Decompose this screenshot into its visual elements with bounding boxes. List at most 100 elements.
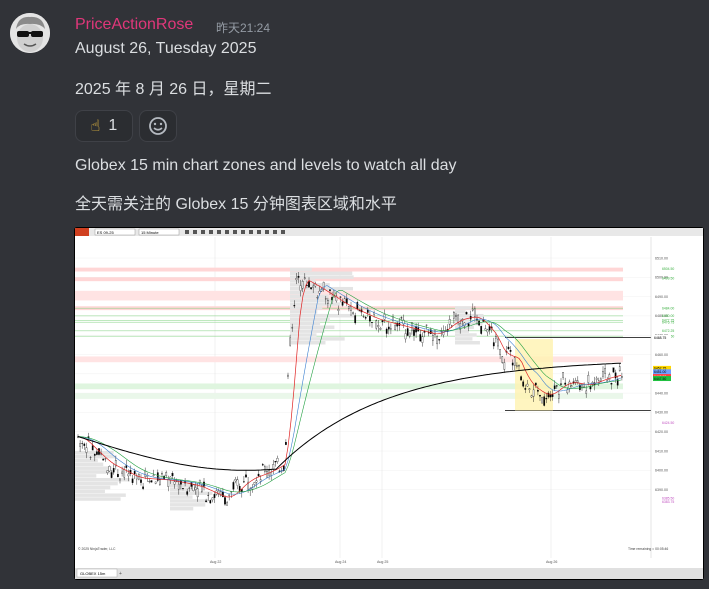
candle-body [411,322,413,331]
reaction-point-up[interactable]: ☝ 1 [75,110,133,142]
volume-profile-bar [75,497,121,501]
candle-body [371,322,373,323]
candle-body [539,394,541,397]
candle-body [614,372,617,379]
candle-body [171,473,174,477]
volume-profile-bar [75,462,104,467]
price-tag-label: 6451.00 [654,370,666,374]
candle-body [585,390,588,394]
volume-profile-bar [290,302,341,306]
candle-body [507,346,510,350]
y-axis-label: 6390.00 [655,488,668,492]
candle-body [509,349,512,352]
add-reaction-button[interactable] [139,110,177,142]
candle-body [528,388,531,390]
candle-body [562,372,564,378]
candle-body [366,309,369,313]
candle-body [213,494,216,498]
candle-body [79,443,81,447]
candle-body [499,349,501,355]
candle-body [264,466,266,472]
candle-body [543,396,546,406]
chart-tab [76,568,118,578]
level-label: 6484.00 [662,306,674,310]
username[interactable]: PriceActionRose [75,16,194,33]
chart-image-attachment[interactable]: ES 09-25 15 Minute ← 6510.006500.006490.… [74,227,704,580]
price-tag [653,376,671,382]
candle-body [289,337,291,346]
price-chart: ES 09-25 15 Minute ← 6510.006500.006490.… [75,228,703,579]
candle-body [570,385,573,387]
candle-body [104,458,107,460]
candle-body [381,320,384,323]
candle-body [425,324,428,326]
candle-body [436,336,438,345]
candle-body [364,317,367,319]
candle-body [135,475,138,480]
toolbar-interval: 15 Minute [141,230,159,235]
candle-body [154,481,157,484]
volume-profile-bar [170,487,196,492]
candle-body [276,458,279,462]
highlight-zone [515,339,553,411]
y-axis-label: 6510.00 [655,256,668,260]
candle-body [224,497,226,505]
candle-body [604,368,606,374]
level-label: 6477.75 [662,318,674,322]
candle-body [587,374,590,383]
copyright-text: © 2025 NinjaTrader, LLC [78,547,116,551]
level-label: 6385.50 [662,496,674,500]
candle-body [348,306,350,309]
candle-body [205,500,207,503]
volume-profile-bar [455,340,480,345]
candle-body [501,356,504,363]
candle-body [152,474,155,477]
candle-body [440,330,443,332]
volume-profile-bar [290,325,335,330]
candle-body [595,377,598,380]
candle-body [209,500,212,504]
candle-body [457,315,459,323]
y-axis-label: 6500.00 [655,276,668,280]
price-tag [653,365,671,371]
candle-body [474,308,476,317]
volume-profile-bar [170,491,213,496]
volume-profile-bar [290,329,325,333]
volume-profile-bar [170,483,206,488]
candle-body [106,470,109,474]
candle-body [541,397,543,404]
candle-body [537,390,539,392]
candle-body [327,300,329,304]
price-zone [75,290,623,301]
candle-body [335,295,338,302]
candle-body [306,285,308,286]
chart-toolbar [75,228,703,236]
candle-body [198,479,201,484]
candle-body [358,310,361,312]
candle-body [516,365,518,367]
candle-body [450,325,453,327]
level-label: 6480.00 [662,314,674,318]
volume-profile-bar [75,481,118,486]
volume-profile-bar [290,337,345,341]
instrument-selector [94,228,136,236]
candle-body [108,466,111,472]
candle-body [91,445,94,451]
candle-body [339,296,342,298]
avatar[interactable] [10,13,50,53]
candle-body [513,357,516,366]
candle-body [618,366,621,372]
y-axis-label: 6460.00 [655,353,668,357]
candle-body [142,486,144,489]
volume-profile-bar [75,485,111,490]
y-axis-label: 6480.00 [655,314,668,318]
candle-body [486,329,489,333]
candle-body [299,285,302,291]
long-term-moving-average [77,362,622,471]
candle-body [471,308,474,311]
candle-body [230,491,233,493]
candle-body [228,494,231,496]
candle-body [520,376,522,381]
candle-body [396,322,399,327]
volume-profile-bar [290,306,323,310]
